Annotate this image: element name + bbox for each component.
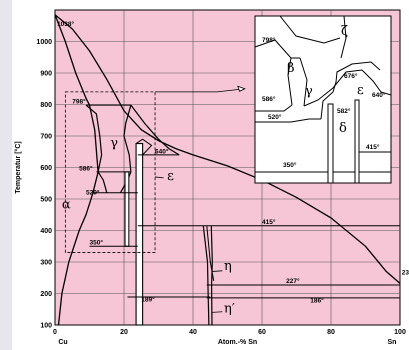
delta-phase-field: [124, 171, 130, 247]
inset-temperature-label: 415°: [366, 143, 380, 151]
y-tick-label: 200: [40, 291, 52, 298]
y-tick-label: 600: [40, 165, 52, 172]
inset-boundary-1: [287, 57, 293, 106]
x-tick-label: 0: [53, 329, 57, 336]
phase-label: ε: [167, 169, 174, 184]
inset-phase-label: δ: [339, 121, 347, 136]
temperature-label: 189°: [141, 295, 155, 303]
inset-boundary-4: [255, 104, 293, 112]
zoom-pointer-arrow: [237, 85, 246, 92]
eta-leader: [212, 270, 223, 272]
inset-boundary-7: [332, 61, 381, 93]
x-tick-label: 80: [327, 329, 335, 336]
epsilon-phase-field: [135, 143, 144, 326]
temperature-label: 640°: [155, 147, 169, 155]
inset-boundary-2: [299, 57, 308, 107]
zoom-pointer-line: [155, 88, 245, 93]
x-tick-label: 100: [394, 329, 406, 336]
eta-left-boundary: [202, 225, 210, 326]
y-tick-label: 700: [40, 134, 52, 141]
phase-label: α: [62, 197, 71, 212]
y-tick-label: 100: [40, 323, 52, 330]
y-tick-label: 300: [40, 260, 52, 267]
eutectoid-boundary: [97, 171, 108, 193]
x-tick-label: 20: [120, 329, 128, 336]
temperature-label: 520°: [86, 188, 100, 196]
phase-label: η′: [224, 301, 235, 316]
liquidus-curve: [54, 14, 401, 284]
x-tick-label: 60: [258, 329, 266, 336]
inset-temperature-label: 520°: [268, 113, 282, 121]
x-tick-label: 40: [189, 329, 197, 336]
inset-boundary-6: [320, 91, 334, 120]
beta-phase-boundary: [85, 104, 103, 173]
temperature-label: 350°: [90, 239, 104, 247]
inset-temperature-label: 582°: [337, 107, 351, 115]
inset-phase-label: β: [287, 61, 295, 76]
eta-right-boundary: [210, 225, 213, 326]
inset-temperature-label: 798°: [262, 36, 276, 44]
y-tick-label: 400: [40, 228, 52, 235]
inset-panel: [254, 15, 392, 184]
element-label-sn: Sn: [388, 339, 397, 346]
phase-label: γ: [110, 136, 118, 151]
temperature-label: 798°: [72, 98, 86, 106]
y-axis-label: Temperatur [°C]: [14, 141, 22, 193]
temperature-label: 1038°: [57, 20, 74, 28]
inset-temperature-label: 640°: [372, 91, 386, 99]
inset-boundary-8: [340, 15, 347, 59]
x-axis-label: Atom.-% Sn: [218, 339, 257, 346]
gamma-liquidus-boundary: [130, 104, 180, 156]
left-margin-strip: [0, 0, 12, 350]
inset-phase-label: ζ: [341, 24, 348, 39]
inset-phase-label: ε: [357, 83, 364, 98]
temperature-label: 186°: [310, 296, 324, 304]
phase-label: η: [224, 259, 232, 274]
gamma-phase-boundary: [123, 104, 132, 172]
epsilon-leader: [155, 176, 164, 179]
inset-boundary-5: [255, 118, 321, 123]
temperature-label: 227°: [286, 277, 300, 285]
inset-temperature-label: 676°: [344, 72, 358, 80]
inset-temperature-label: 586°: [262, 95, 276, 103]
inset-temperature-label: 350°: [283, 161, 297, 169]
inset-boundary-0: [254, 39, 300, 59]
inset-epsilon-field: [354, 99, 360, 184]
eta-curve: [206, 225, 215, 281]
inset-boundary-9: [279, 15, 341, 44]
inset-phase-label: γ: [305, 84, 313, 99]
element-label-cu: Cu: [58, 339, 67, 346]
epsilon-top-boundary: [135, 138, 153, 156]
temperature-label: 415°: [262, 218, 276, 226]
inset-boundary-3: [303, 69, 392, 107]
inset-delta-field: [327, 103, 334, 184]
y-tick-label: 900: [40, 71, 52, 78]
eta-prime-leader: [212, 311, 223, 313]
temperature-label: 586°: [79, 164, 93, 172]
y-tick-label: 800: [40, 102, 52, 109]
y-tick-label: 500: [40, 197, 52, 204]
zoom-region-box: [64, 91, 156, 253]
y-tick-label: 1000: [36, 39, 52, 46]
temperature-label: 23: [402, 270, 409, 277]
